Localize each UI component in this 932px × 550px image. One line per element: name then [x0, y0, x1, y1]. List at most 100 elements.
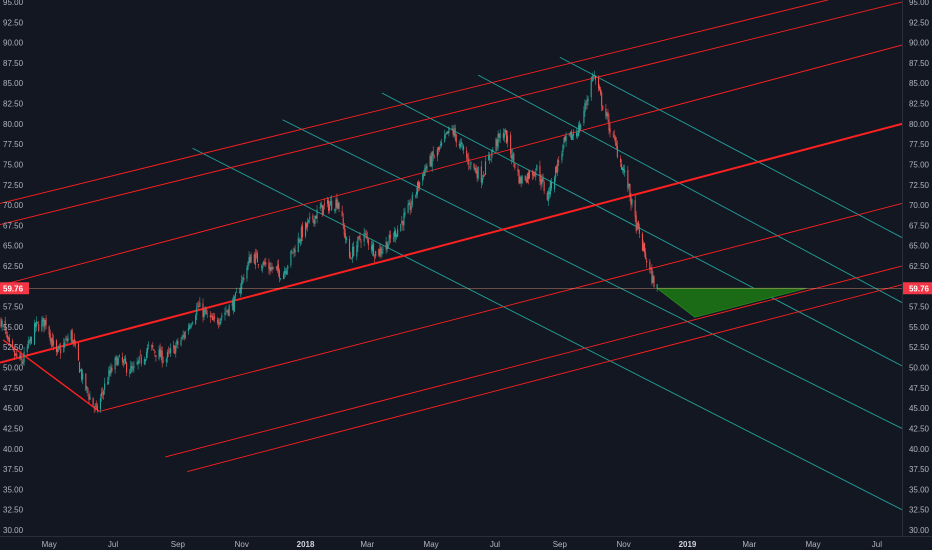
- candle-156: [227, 308, 229, 317]
- candle-body: [547, 190, 549, 202]
- candle-body: [543, 182, 545, 192]
- candle-71: [103, 389, 105, 400]
- candle-311: [454, 124, 456, 141]
- candle-309: [452, 125, 454, 138]
- candle-319: [467, 153, 469, 165]
- candle-164: [240, 283, 242, 298]
- candle-34: [49, 329, 51, 345]
- candle-body: [265, 262, 267, 265]
- candle-body: [63, 343, 65, 352]
- candle-255: [373, 241, 375, 257]
- candle-94: [137, 360, 139, 370]
- candle-body: [13, 348, 15, 351]
- candle-354: [518, 169, 520, 185]
- candle-body: [561, 153, 563, 161]
- candle-body: [621, 164, 623, 170]
- candle-204: [298, 237, 300, 244]
- candle-body: [397, 229, 399, 237]
- candle-body: [570, 131, 572, 140]
- candle-body: [153, 349, 155, 351]
- candle-13: [19, 353, 21, 361]
- candle-body: [602, 105, 604, 110]
- candle-body: [297, 237, 299, 253]
- candle-232: [338, 201, 340, 213]
- candle-body: [168, 351, 171, 353]
- candle-369: [540, 174, 542, 191]
- y-tick-label-left: 40.00: [3, 445, 24, 454]
- candle-body: [363, 232, 365, 242]
- candle-body: [138, 356, 140, 363]
- candle-409: [599, 84, 601, 91]
- candle-body: [452, 128, 454, 135]
- candle-297: [433, 154, 435, 159]
- y-tick-label-right: 47.50: [909, 384, 930, 393]
- candle-137: [199, 297, 201, 308]
- candle-body: [232, 299, 234, 310]
- candle-body: [190, 324, 193, 326]
- candle-body: [608, 119, 610, 131]
- candle-135: [197, 302, 199, 308]
- candle-body: [336, 198, 338, 208]
- candle-body: [408, 202, 410, 205]
- candle-body: [321, 205, 323, 214]
- candle-16: [22, 358, 24, 366]
- candle-body: [293, 247, 295, 253]
- candle-body: [154, 351, 156, 354]
- candle-39: [57, 347, 59, 355]
- candle-body: [183, 335, 185, 338]
- candle-body: [184, 331, 186, 339]
- y-tick-label-left: 47.50: [3, 384, 24, 393]
- candle-body: [356, 245, 358, 257]
- candle-238: [348, 235, 351, 259]
- candle-82: [118, 354, 120, 358]
- candle-body: [542, 178, 544, 182]
- x-tick-label: May: [805, 540, 820, 549]
- candle-154: [225, 305, 227, 315]
- candle-11: [15, 353, 17, 357]
- candle-41: [59, 343, 61, 351]
- candle-body: [167, 350, 170, 352]
- candle-22: [30, 336, 32, 344]
- candle-body: [470, 161, 472, 166]
- candle-192: [279, 277, 281, 281]
- candle-body: [484, 161, 487, 175]
- candle-body: [121, 357, 123, 362]
- candle-323: [473, 163, 475, 171]
- candle-115: [167, 346, 170, 357]
- candle-body: [600, 89, 602, 94]
- candle-40: [58, 345, 60, 353]
- candle-287: [419, 181, 421, 191]
- candle-102: [148, 341, 150, 350]
- candle-body: [58, 347, 60, 349]
- candle-body: [165, 358, 167, 362]
- candle-428: [627, 165, 629, 193]
- candle-body: [212, 318, 215, 320]
- candle-59: [86, 385, 88, 394]
- candle-402: [587, 95, 589, 106]
- candle-242: [353, 241, 355, 257]
- candle-173: [253, 251, 255, 264]
- candle-body: [152, 345, 154, 348]
- candle-body: [407, 204, 409, 213]
- candle-body: [476, 171, 478, 179]
- candle-106: [154, 350, 156, 357]
- candle-289: [423, 170, 425, 180]
- candle-267: [389, 230, 391, 244]
- candle-27: [38, 320, 40, 333]
- candle-45: [65, 335, 67, 341]
- candle-389: [569, 131, 571, 138]
- candle-207: [301, 221, 303, 242]
- candle-body: [638, 227, 640, 234]
- candle-51: [73, 333, 75, 347]
- candle-body: [541, 178, 543, 184]
- candle-body: [491, 149, 493, 158]
- candle-body: [447, 131, 449, 134]
- candle-23: [33, 319, 36, 346]
- candle-431: [630, 192, 632, 211]
- candle-303: [444, 129, 446, 143]
- candle-142: [206, 309, 208, 319]
- candle-body: [284, 270, 286, 274]
- candle-body: [45, 318, 47, 326]
- candle-body: [89, 396, 91, 400]
